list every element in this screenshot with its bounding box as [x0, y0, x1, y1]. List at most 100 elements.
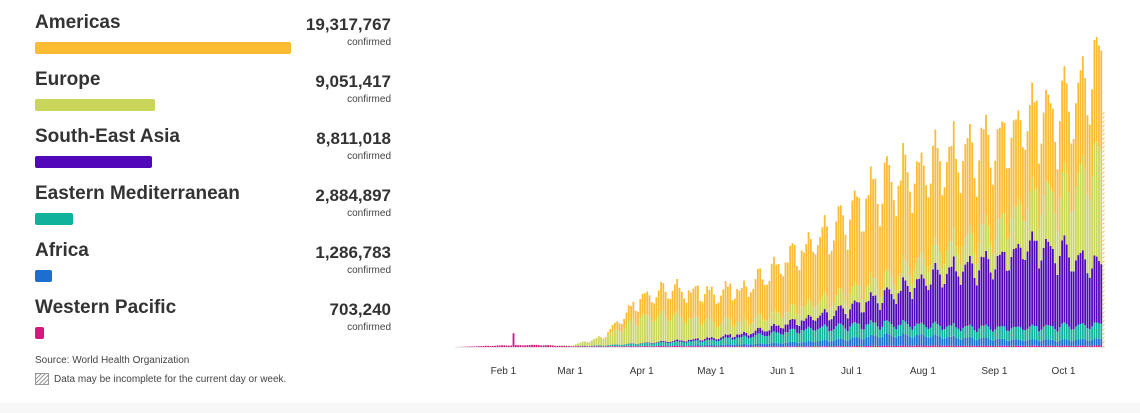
day-bar-stack	[1077, 82, 1080, 347]
bar-segment-europe	[1079, 164, 1082, 253]
bar-segment-western-pacific	[671, 346, 674, 347]
bar-segment-americas	[906, 172, 909, 267]
bar-segment-europe	[572, 345, 575, 347]
bar-segment-south-east-asia	[807, 314, 810, 327]
bar-segment-western-pacific	[839, 346, 842, 347]
bar-segment-eastern-mediterranean	[775, 332, 778, 344]
day-bar-stack	[770, 263, 773, 347]
bar-segment-africa	[932, 335, 934, 346]
bar-segment-europe	[985, 215, 987, 251]
bar-segment-africa	[888, 334, 891, 346]
day-bar-stack	[752, 288, 755, 347]
bar-segment-eastern-mediterranean	[839, 323, 842, 339]
bar-segment-western-pacific	[547, 345, 549, 347]
bar-segment-eastern-mediterranean	[895, 329, 898, 338]
bar-segment-europe	[773, 309, 775, 324]
bar-segment-south-east-asia	[1005, 270, 1008, 331]
bar-segment-eastern-mediterranean	[1035, 325, 1038, 340]
bar-segment-europe	[955, 247, 957, 272]
bar-segment-western-pacific	[766, 346, 768, 347]
bar-segment-africa	[766, 344, 768, 347]
bar-segment-western-pacific	[1075, 345, 1077, 347]
day-bar-stack	[630, 306, 632, 347]
bar-segment-south-east-asia	[694, 338, 697, 341]
region-bar	[35, 99, 155, 111]
day-bar-stack	[558, 345, 561, 347]
day-bar-stack	[586, 342, 589, 347]
bar-segment-south-east-asia	[690, 339, 692, 342]
bar-segment-eastern-mediterranean	[909, 326, 911, 337]
day-bar-stack	[607, 332, 609, 347]
bar-segment-eastern-mediterranean	[602, 345, 605, 347]
day-bar-stack	[574, 344, 577, 347]
bar-segment-africa	[915, 334, 918, 346]
bar-segment-western-pacific	[994, 345, 997, 347]
bar-segment-western-pacific	[678, 346, 681, 347]
bar-segment-europe	[1022, 220, 1024, 260]
bar-segment-western-pacific	[549, 345, 552, 347]
bar-segment-europe	[1058, 199, 1061, 256]
bar-segment-africa	[775, 343, 778, 347]
day-bar-stack	[701, 301, 704, 347]
bar-segment-americas	[775, 264, 778, 313]
bar-segment-eastern-mediterranean	[888, 321, 891, 335]
day-bar-stack	[581, 341, 584, 347]
bar-segment-europe	[934, 236, 937, 263]
bar-segment-americas	[945, 162, 948, 251]
bar-segment-eastern-mediterranean	[623, 344, 626, 347]
bar-segment-western-pacific	[833, 346, 835, 347]
bar-segment-eastern-mediterranean	[717, 340, 720, 346]
bar-segment-western-pacific	[892, 345, 895, 347]
bar-segment-europe	[720, 323, 722, 338]
bar-segment-eastern-mediterranean	[879, 329, 881, 339]
bar-segment-western-pacific	[858, 346, 861, 347]
bar-segment-europe	[1038, 228, 1040, 269]
bar-segment-americas	[673, 284, 676, 314]
bar-segment-europe	[856, 284, 858, 303]
bar-segment-western-pacific	[574, 346, 577, 347]
bar-segment-south-east-asia	[1012, 248, 1015, 327]
bar-segment-eastern-mediterranean	[969, 324, 971, 337]
bar-segment-europe	[980, 223, 983, 257]
day-bar-stack	[542, 345, 545, 347]
bar-segment-western-pacific	[1001, 345, 1004, 347]
bar-segment-americas	[1033, 102, 1036, 190]
bar-segment-africa	[881, 336, 884, 346]
bar-segment-south-east-asia	[671, 341, 674, 343]
bar-segment-europe	[1017, 199, 1020, 244]
bar-segment-western-pacific	[844, 346, 847, 347]
bar-segment-south-east-asia	[664, 341, 667, 343]
bar-segment-western-pacific	[1102, 345, 1105, 347]
bar-segment-europe	[648, 316, 651, 343]
day-bar-stack	[644, 293, 646, 347]
bar-segment-eastern-mediterranean	[697, 340, 699, 346]
bar-segment-south-east-asia	[1038, 268, 1040, 332]
bar-segment-eastern-mediterranean	[1045, 324, 1047, 340]
bar-segment-western-pacific	[473, 346, 476, 347]
bar-segment-europe	[798, 314, 801, 326]
bar-segment-africa	[959, 339, 962, 347]
bar-segment-africa	[1086, 340, 1089, 346]
bar-segment-eastern-mediterranean	[853, 322, 856, 338]
bar-segment-south-east-asia	[809, 316, 812, 328]
bar-segment-western-pacific	[948, 345, 951, 347]
bar-segment-africa	[720, 345, 722, 347]
day-bar-stack	[773, 256, 775, 347]
bar-segment-south-east-asia	[1095, 256, 1098, 323]
bar-segment-western-pacific	[969, 345, 971, 347]
bar-segment-africa	[966, 337, 969, 346]
day-bar-stack	[844, 234, 847, 347]
bar-segment-western-pacific	[750, 346, 752, 347]
bar-segment-south-east-asia	[798, 325, 801, 334]
bar-segment-south-east-asia	[1040, 260, 1043, 330]
bar-segment-western-pacific	[480, 346, 483, 347]
day-bar-stack	[777, 263, 780, 347]
day-bar-stack	[508, 345, 510, 347]
bar-segment-americas	[821, 227, 824, 297]
day-bar-stack	[980, 127, 983, 347]
bar-segment-africa	[1061, 339, 1064, 346]
bar-segment-south-east-asia	[869, 292, 872, 321]
bar-segment-south-east-asia	[897, 293, 900, 326]
x-tick-label: Mar 1	[557, 366, 583, 377]
bar-segment-americas	[846, 249, 849, 307]
